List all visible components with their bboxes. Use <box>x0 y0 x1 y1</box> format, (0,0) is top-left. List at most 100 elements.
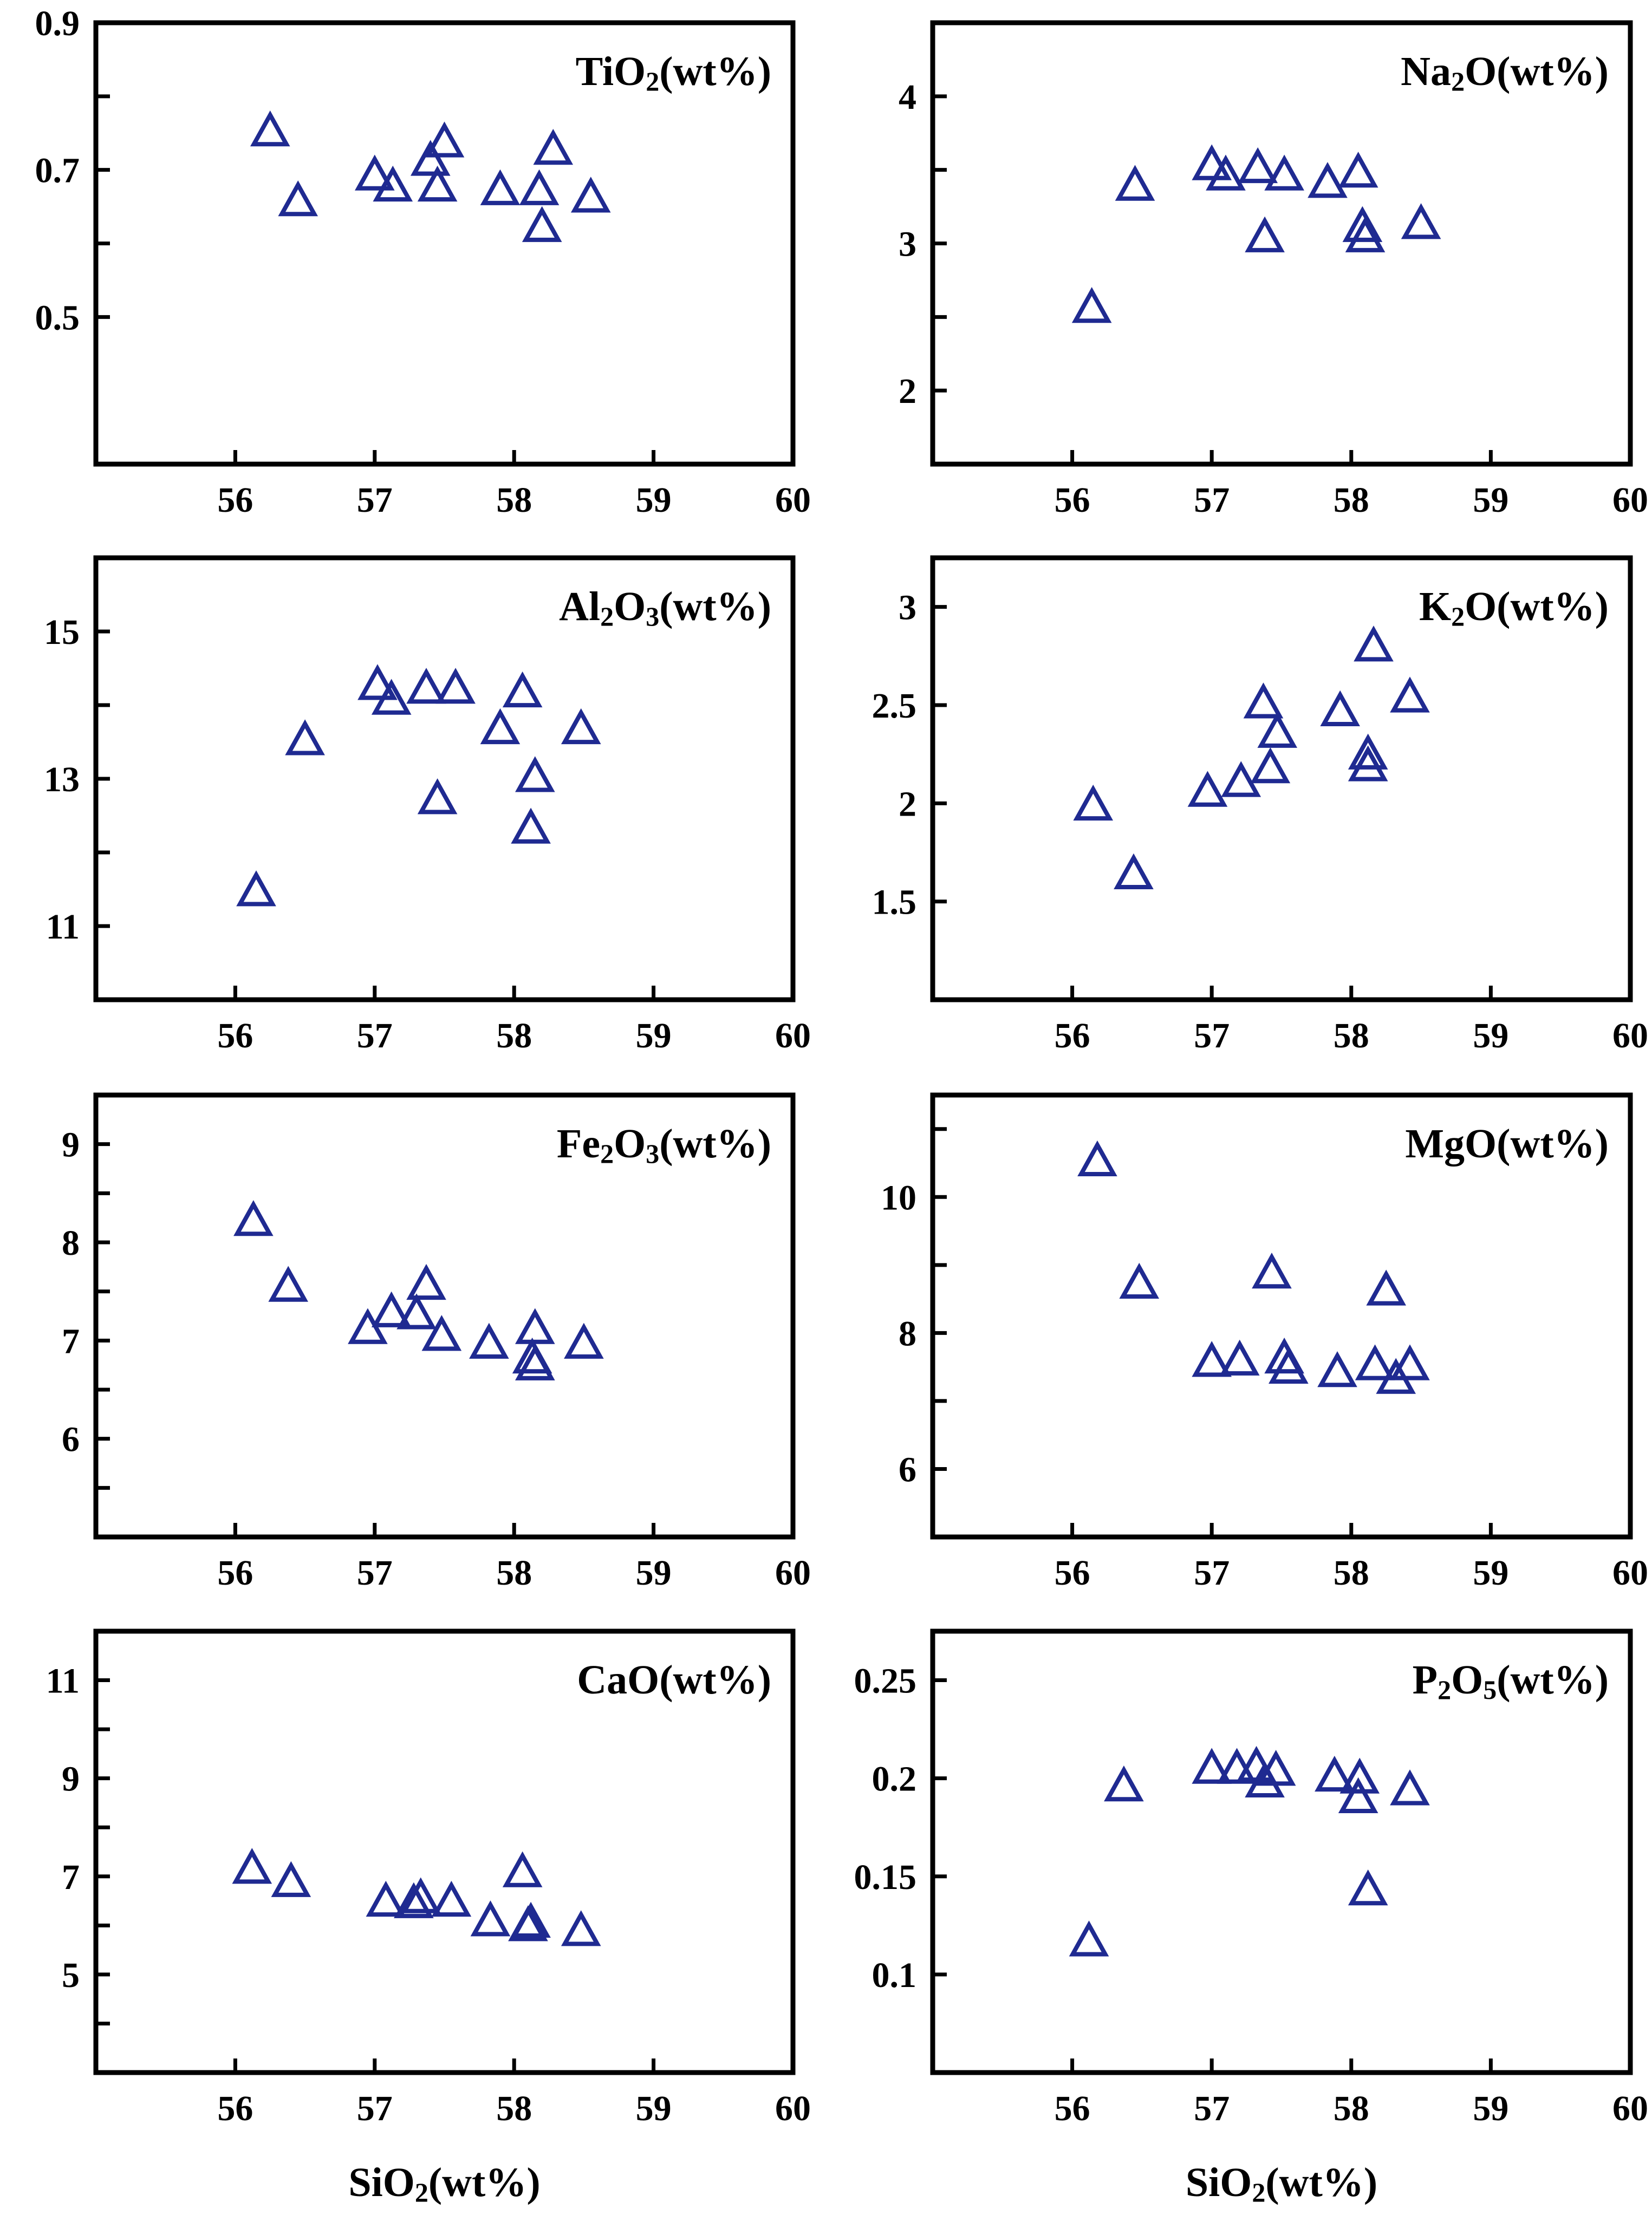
fe2o3-xtick-label: 56 <box>217 1553 253 1593</box>
tio2-data-point <box>250 110 290 147</box>
mgo-data-point <box>1366 1269 1406 1306</box>
na2o-data-point <box>1264 154 1304 191</box>
al2o3-data-point <box>371 679 412 715</box>
k2o-ytick-label: 1.5 <box>872 883 917 922</box>
al2o3-title-main2: O <box>614 584 646 629</box>
al2o3-data-point <box>236 870 276 907</box>
k2o-title-main: K <box>1419 584 1451 629</box>
na2o-data-point <box>1192 144 1232 180</box>
mgo-data-point <box>1192 1341 1232 1377</box>
mgo-xtick-label: 60 <box>1612 1553 1648 1593</box>
p2o5-xlabel-rest: (wt%) <box>1265 2160 1377 2205</box>
fe2o3-title-rest: (wt%) <box>659 1121 771 1167</box>
al2o3-ytick-label: 13 <box>44 760 80 799</box>
fe2o3-data-point <box>371 1291 412 1327</box>
k2o-data-point <box>1073 784 1114 821</box>
cao-data-point <box>561 1910 601 1946</box>
panel-tio2: 56 57 58 59 60 0.5 0.7 0.9 TiO2(wt%) <box>35 4 811 520</box>
fe2o3-ytick-label: 6 <box>62 1420 80 1460</box>
k2o-ytick-label: 3 <box>899 588 916 628</box>
mgo-data-point <box>1119 1262 1160 1299</box>
na2o-data-point <box>1338 152 1378 188</box>
tio2-data-point <box>480 169 521 205</box>
al2o3-title-sub2: 3 <box>646 601 659 631</box>
cao-ytick-label: 7 <box>62 1858 80 1897</box>
cao-ytick-label: 11 <box>46 1662 80 1701</box>
tio2-data-point <box>417 165 458 202</box>
al2o3-data-point <box>511 807 551 844</box>
na2o-xtick-label: 57 <box>1194 480 1230 520</box>
na2o-data-point <box>1245 216 1285 252</box>
fe2o3-data-point <box>515 1344 555 1380</box>
na2o-title: Na2O(wt%) <box>1401 49 1609 96</box>
p2o5-data-point <box>1390 1769 1430 1806</box>
mgo-ytick-label: 6 <box>899 1450 916 1489</box>
na2o-xtick-label: 58 <box>1334 480 1369 520</box>
k2o-axes-frame <box>930 555 1633 1002</box>
cao-title: CaO(wt%) <box>577 1657 771 1703</box>
mgo-data-point <box>1252 1252 1292 1289</box>
al2o3-ytick-label: 15 <box>44 613 80 652</box>
p2o5-data-point <box>1192 1748 1232 1784</box>
k2o-data-point <box>1354 626 1394 662</box>
p2o5-data-point <box>1315 1755 1355 1792</box>
fe2o3-data-point <box>268 1266 309 1302</box>
k2o-xtick-label: 58 <box>1334 1016 1369 1056</box>
tio2-xtick-label: 57 <box>357 480 393 520</box>
k2o-xtick-label: 56 <box>1055 1016 1090 1056</box>
mgo-title-main: MgO(wt%) <box>1405 1121 1609 1167</box>
k2o-xtick-label: 59 <box>1473 1016 1508 1056</box>
tio2-ytick-label: 0.9 <box>35 4 80 43</box>
p2o5-xlabel: SiO2(wt%) <box>1186 2160 1377 2207</box>
cao-xlabel: SiO2(wt%) <box>348 2160 540 2207</box>
fe2o3-data-point <box>396 1293 437 1330</box>
na2o-xtick-label: 56 <box>1055 480 1090 520</box>
tio2-title-rest: (wt%) <box>659 49 771 94</box>
tio2-data-point <box>424 121 465 158</box>
tio2-data-point <box>355 154 395 191</box>
p2o5-ytick-label: 0.1 <box>872 1956 917 1995</box>
al2o3-data-point <box>515 756 555 792</box>
tio2-data-point <box>570 177 611 213</box>
p2o5-xtick-label: 60 <box>1612 2089 1648 2128</box>
p2o5-title: P2O5(wt%) <box>1413 1657 1609 1705</box>
na2o-xtick-label: 60 <box>1612 480 1648 520</box>
na2o-data-point <box>1401 203 1441 239</box>
fe2o3-title-sub2: 3 <box>646 1138 659 1169</box>
p2o5-title-sub2: 5 <box>1483 1675 1497 1705</box>
p2o5-data-point <box>1069 1920 1109 1957</box>
fe2o3-data-point <box>406 1263 446 1300</box>
na2o-data-point <box>1071 287 1112 323</box>
al2o3-xtick-label: 60 <box>775 1016 811 1056</box>
tio2-xtick-label: 59 <box>636 480 672 520</box>
p2o5-ytick-label: 0.25 <box>854 1662 917 1701</box>
cao-data-point <box>511 1901 551 1938</box>
tio2-data-point <box>519 169 560 205</box>
p2o5-axes-frame <box>930 1628 1633 2075</box>
p2o5-title-sub: 2 <box>1438 1675 1451 1705</box>
tio2-title-main: TiO <box>576 49 646 94</box>
cao-xlabel-rest: (wt%) <box>428 2160 541 2205</box>
na2o-xtick-label: 59 <box>1473 480 1508 520</box>
mgo-title: MgO(wt%) <box>1405 1121 1609 1167</box>
cao-ytick-label: 5 <box>62 1956 80 1995</box>
mgo-data-point <box>1077 1140 1117 1177</box>
mgo-data-point <box>1355 1344 1395 1380</box>
k2o-title: K2O(wt%) <box>1419 584 1609 631</box>
fe2o3-data-point <box>469 1323 509 1359</box>
k2o-ytick-label: 2 <box>899 784 916 824</box>
cao-xtick-label: 58 <box>496 2089 532 2128</box>
na2o-ytick-label: 4 <box>899 77 916 117</box>
p2o5-title-rest: (wt%) <box>1497 1657 1609 1703</box>
tio2-xtick-label: 58 <box>496 480 532 520</box>
p2o5-xtick-label: 59 <box>1473 2089 1508 2128</box>
p2o5-data-point <box>1256 1750 1296 1786</box>
fe2o3-xtick-label: 58 <box>496 1553 532 1593</box>
tio2-xtick-label: 56 <box>217 480 253 520</box>
na2o-data-point <box>1115 165 1155 201</box>
na2o-title-main: Na <box>1401 49 1451 94</box>
k2o-data-point <box>1221 761 1261 797</box>
